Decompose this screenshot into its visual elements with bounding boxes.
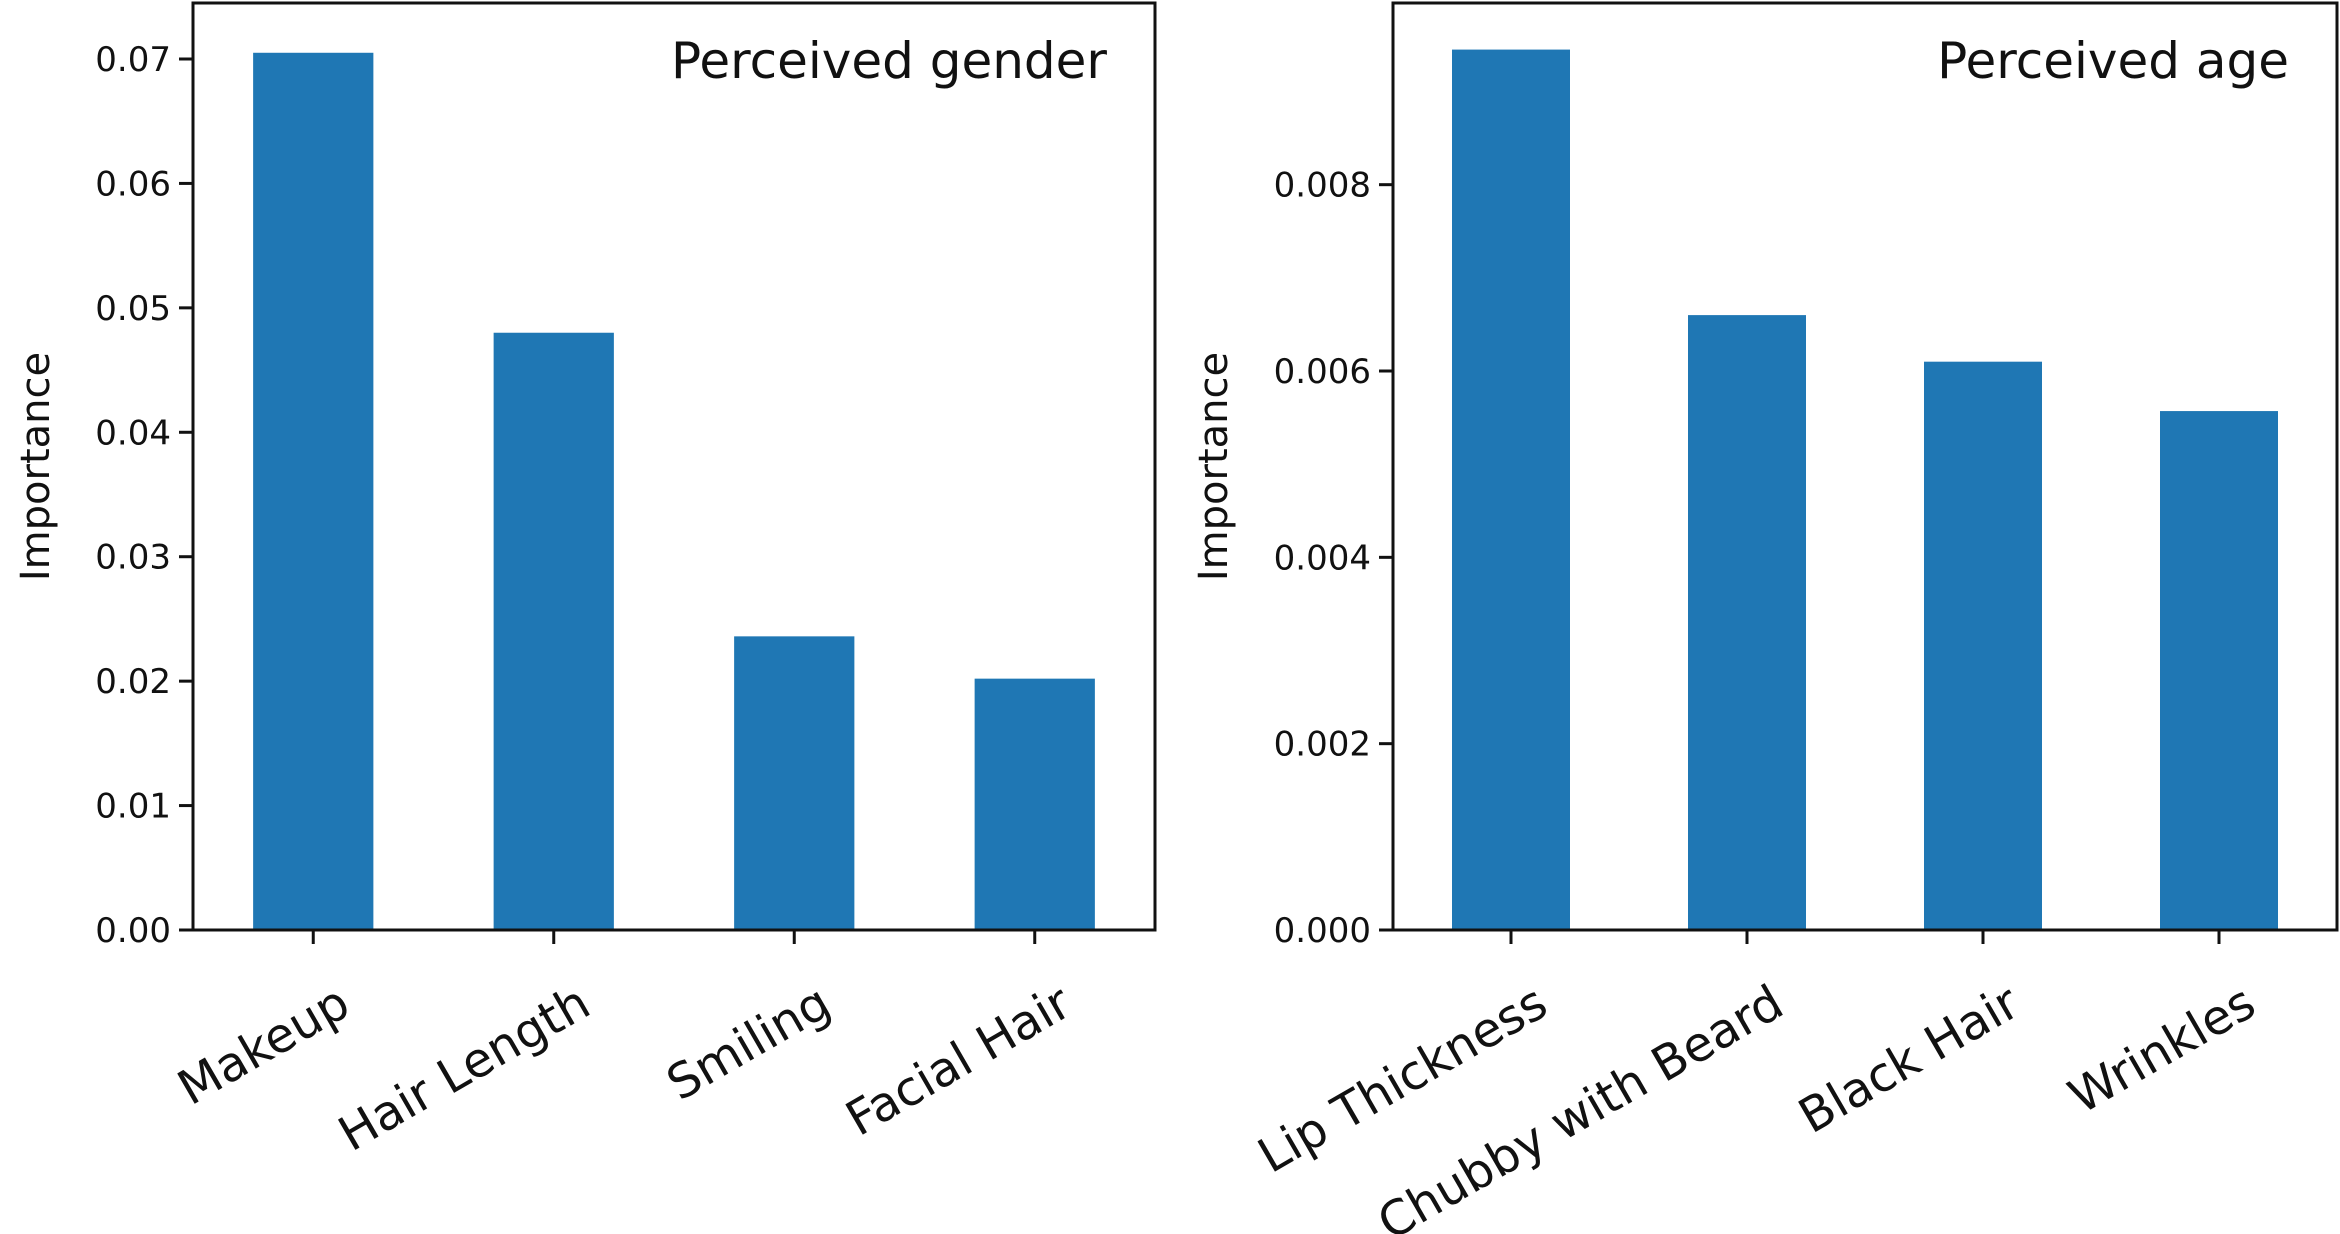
y-tick-label: 0.02 — [95, 662, 171, 702]
y-tick-label: 0.00 — [95, 911, 171, 951]
y-tick-label: 0.000 — [1274, 911, 1371, 951]
y-tick-label: 0.008 — [1274, 166, 1371, 206]
y-tick-label: 0.05 — [95, 289, 171, 329]
y-ticks: 0.00 0.01 0.02 0.03 0.04 0.05 0.06 0.07 — [95, 40, 193, 951]
y-tick-label: 0.004 — [1274, 538, 1371, 578]
bar-smiling — [734, 636, 855, 930]
plot-frame — [191, 1, 1157, 932]
plot-frame — [1391, 1, 2339, 932]
bar-chubby-with-beard — [1688, 315, 1806, 930]
bar-facial-hair — [974, 678, 1095, 930]
panel-title: Perceived gender — [671, 32, 1107, 90]
bar-hair-length — [493, 332, 614, 930]
bars — [1452, 49, 2278, 931]
y-tick-label: 0.04 — [95, 413, 171, 453]
panel-title: Perceived age — [1937, 32, 2289, 90]
y-ticks: 0.000 0.002 0.004 0.006 0.008 — [1274, 166, 1393, 951]
bar-makeup — [253, 52, 374, 931]
y-tick-label: 0.002 — [1274, 725, 1371, 765]
y-tick-label: 0.07 — [95, 40, 171, 80]
y-axis-label: Importance — [13, 352, 59, 581]
y-axis-label: Importance — [1191, 352, 1237, 581]
bar-wrinkles — [2160, 411, 2278, 930]
y-tick-label: 0.006 — [1274, 352, 1371, 392]
y-tick-label: 0.03 — [95, 538, 171, 578]
bars — [253, 52, 1095, 931]
bar-black-hair — [1924, 361, 2042, 930]
y-tick-label: 0.06 — [95, 164, 171, 204]
bar-lip-thickness — [1452, 49, 1570, 931]
y-tick-label: 0.01 — [95, 787, 171, 827]
